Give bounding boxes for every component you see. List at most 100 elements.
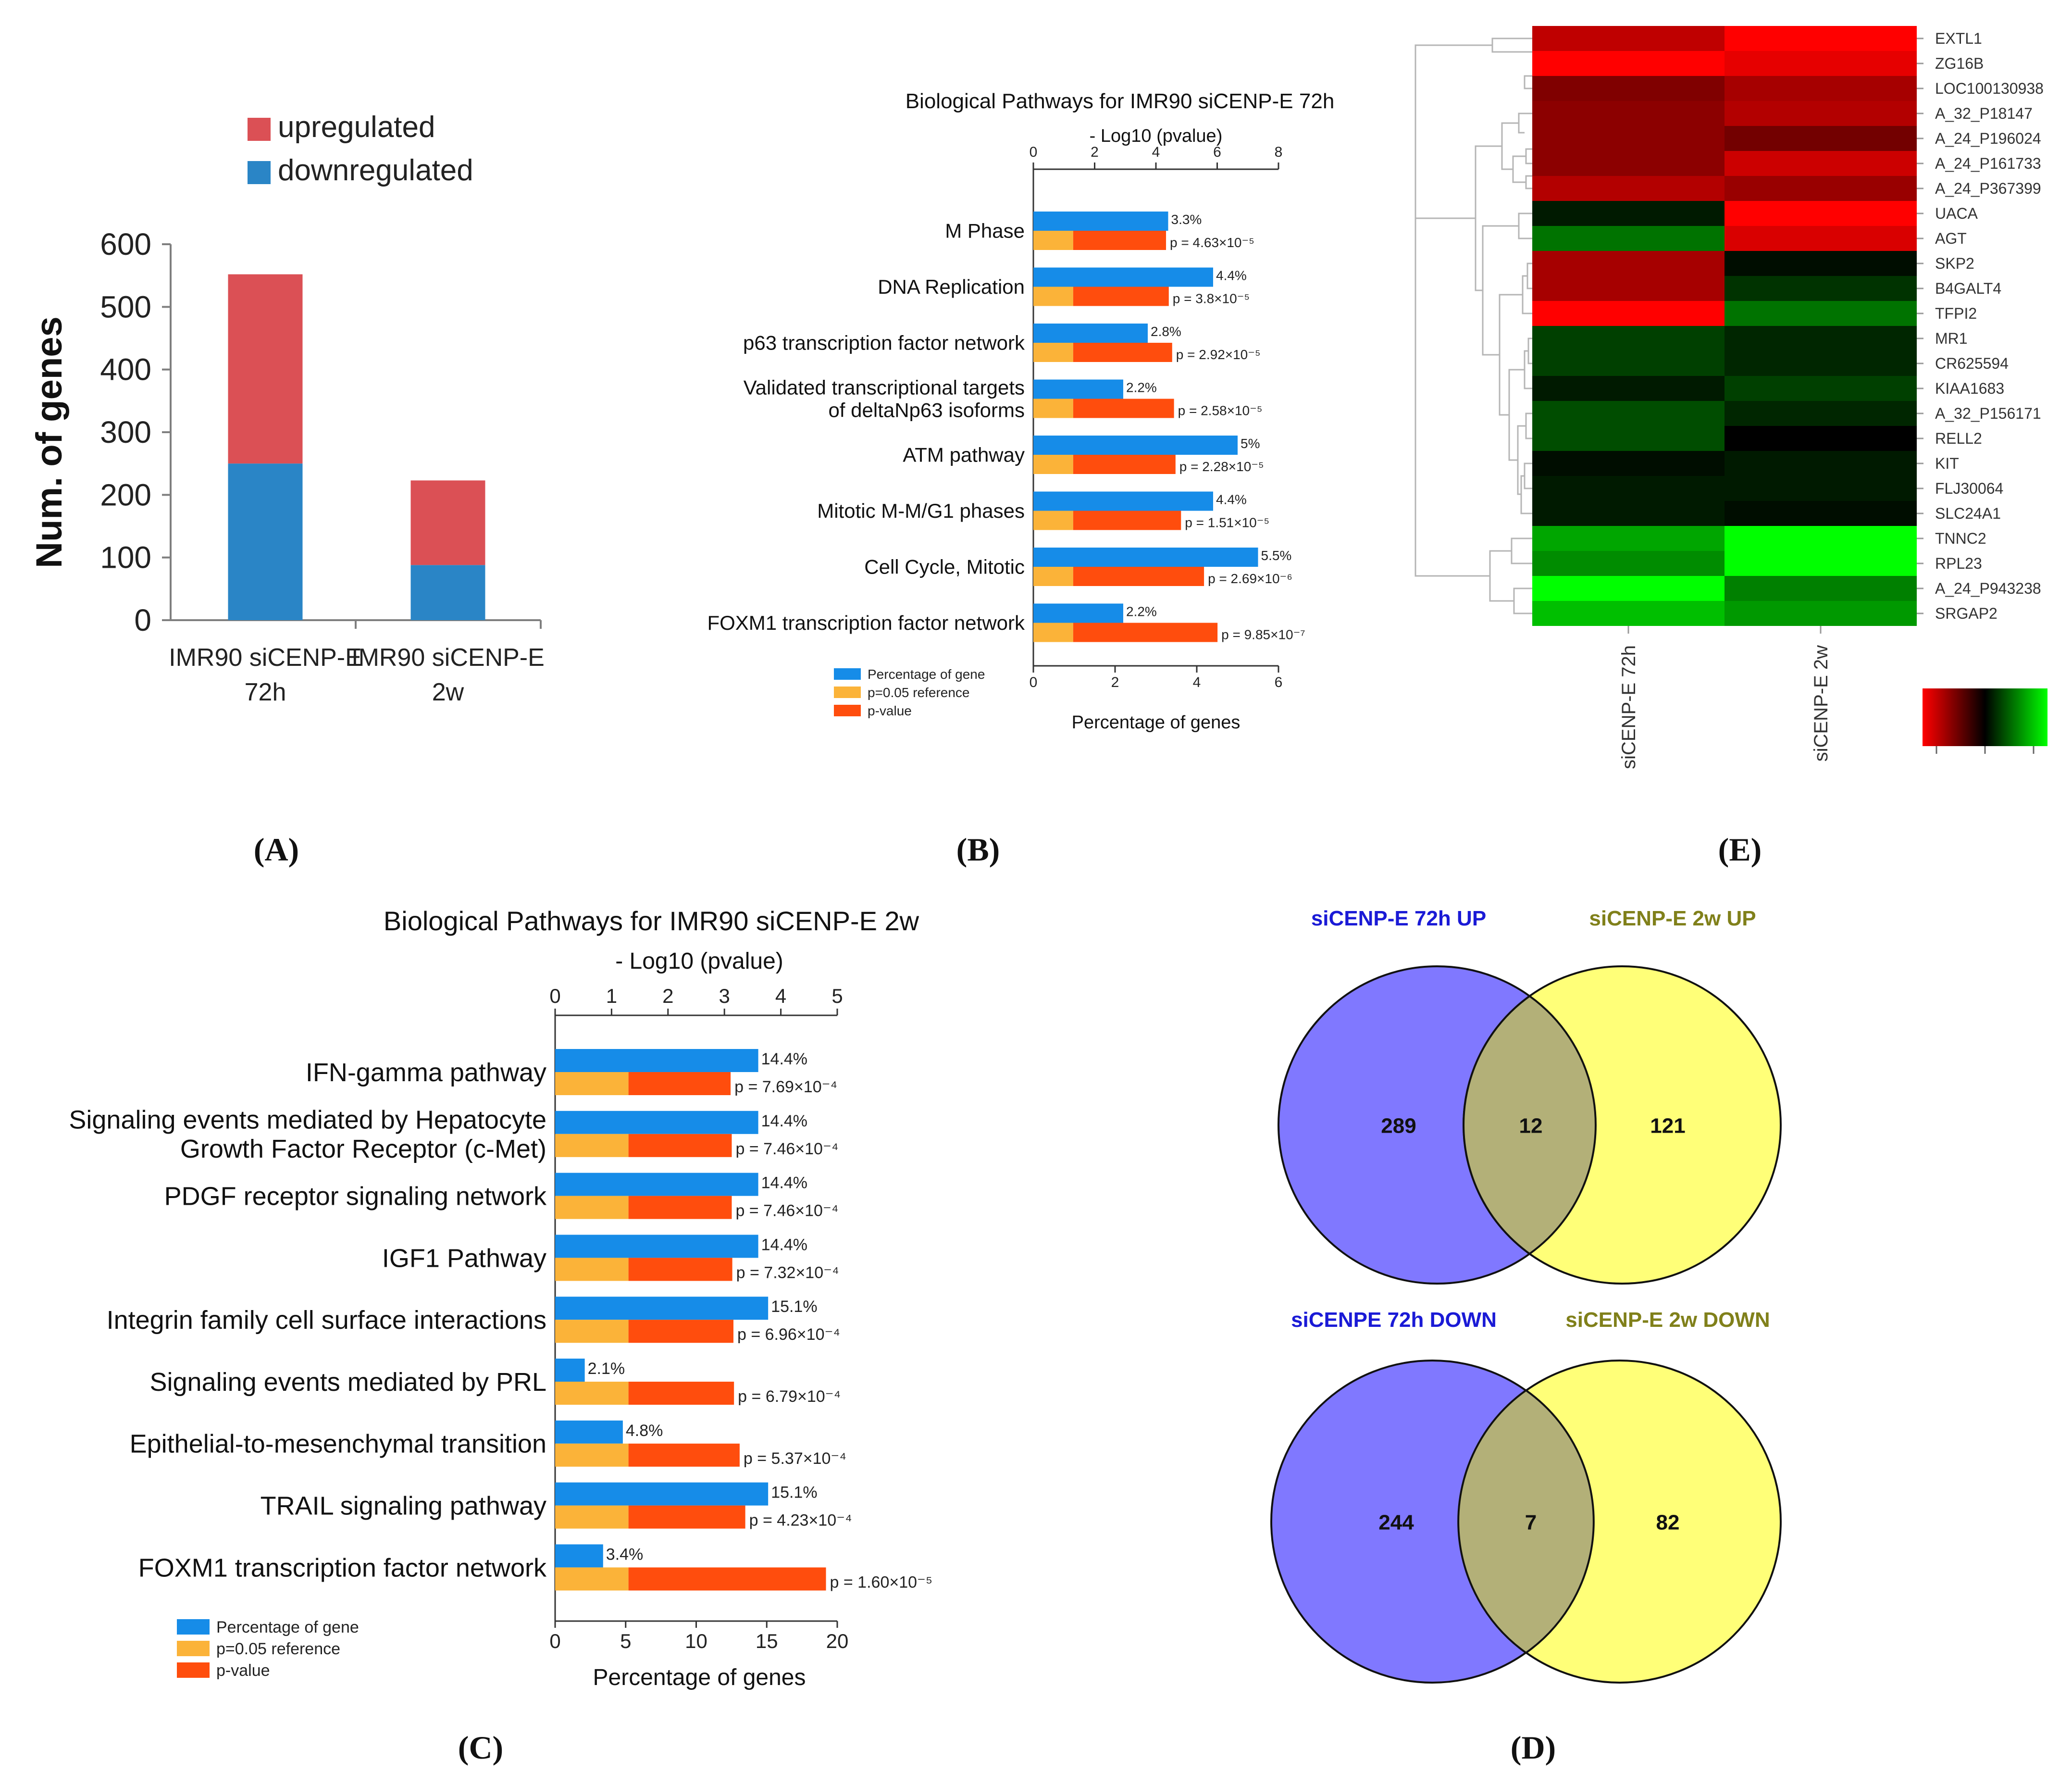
bar-percentage xyxy=(1033,324,1148,343)
heatmap-cell xyxy=(1532,401,1725,426)
bar-pvalue xyxy=(1073,343,1172,362)
category-label: FOXM1 transcription factor network xyxy=(707,612,1025,634)
category-label: Validated transcriptional targets xyxy=(744,376,1025,399)
bar-pvalue xyxy=(1073,567,1204,586)
heatmap-cell xyxy=(1532,276,1725,301)
pvalue-label: p = 4.63×10⁻⁵ xyxy=(1170,235,1254,250)
pvalue-label: p = 7.32×10⁻⁴ xyxy=(736,1263,839,1282)
gene-label: A_24_P367399 xyxy=(1935,180,2041,197)
venn-count-2w-up-only: 121 xyxy=(1650,1114,1685,1138)
bottom-tick-label: 4 xyxy=(1193,674,1201,690)
bar-percentage xyxy=(1033,212,1168,231)
panel-c-chart: Biological Pathways for IMR90 siCENP-E 2… xyxy=(69,906,932,1690)
heatmap-cell xyxy=(1532,326,1725,351)
y-tick-label: 300 xyxy=(100,415,151,449)
bar-pvalue xyxy=(628,1505,745,1529)
pvalue-label: p = 7.69×10⁻⁴ xyxy=(734,1078,837,1096)
y-axis-label: Num. of genes xyxy=(29,316,70,568)
heatmap-cell xyxy=(1725,251,1917,276)
bar-reference xyxy=(1033,511,1073,530)
category-label: Growth Factor Receptor (c-Met) xyxy=(180,1135,546,1163)
bar-pvalue xyxy=(1073,455,1176,474)
bar-pvalue xyxy=(628,1382,734,1405)
bar-reference xyxy=(555,1567,629,1591)
bar-downregulated xyxy=(410,565,485,620)
venn-diagram-up: siCENP-E 72h UP siCENP-E 2w UP 289 12 12… xyxy=(1278,907,1782,1285)
pvalue-label: p = 9.85×10⁻⁷ xyxy=(1221,627,1305,642)
bottom-axis-label: Percentage of genes xyxy=(1072,712,1241,733)
category-label: IFN-gamma pathway xyxy=(306,1058,546,1087)
color-scale-bar xyxy=(1923,688,2047,746)
x-category-label: 72h xyxy=(245,678,286,706)
column-label: siCENP-E 2w xyxy=(1811,645,1832,762)
category-label: p63 transcription factor network xyxy=(743,332,1025,354)
bar-percentage xyxy=(555,1049,758,1072)
gene-label: SLC24A1 xyxy=(1935,505,2001,522)
color-scale-ticks xyxy=(1936,746,2035,754)
heatmap-cell xyxy=(1532,151,1725,176)
bar-reference xyxy=(1033,399,1073,418)
heatmap-cell xyxy=(1532,476,1725,501)
bar-reference xyxy=(555,1258,629,1281)
bar-percentage xyxy=(555,1235,758,1258)
heatmap-cell xyxy=(1532,426,1725,451)
y-tick-label: 100 xyxy=(100,540,151,575)
venn-overlap-down xyxy=(1457,1389,1595,1654)
heatmap-cell xyxy=(1725,451,1917,476)
heatmap-cell xyxy=(1725,551,1917,576)
bar-reference xyxy=(555,1443,629,1467)
gene-label: A_32_P18147 xyxy=(1935,105,2033,122)
bottom-tick-label: 6 xyxy=(1275,674,1283,690)
gene-label: KIT xyxy=(1935,455,1959,472)
top-tick-label: 6 xyxy=(1213,144,1221,160)
pct-label: 2.2% xyxy=(1126,380,1157,395)
x-category-label: IMR90 siCENP-E xyxy=(351,644,545,672)
top-tick-label: 2 xyxy=(1091,144,1099,160)
gene-label: TNNC2 xyxy=(1935,530,1986,547)
legend-label-reference: p=0.05 reference xyxy=(216,1640,340,1658)
heatmap-cell xyxy=(1725,476,1917,501)
gene-label: SRGAP2 xyxy=(1935,605,1998,622)
pct-label: 15.1% xyxy=(771,1484,817,1502)
bar-reference xyxy=(555,1320,629,1343)
y-tick-label: 600 xyxy=(100,227,151,262)
pct-label: 4.4% xyxy=(1216,268,1247,283)
bar-percentage xyxy=(555,1111,758,1134)
bottom-tick-label: 0 xyxy=(1030,674,1038,690)
bar-reference xyxy=(555,1134,629,1157)
legend-swatch-pvalue xyxy=(177,1662,210,1678)
x-category-label: 2w xyxy=(432,678,464,706)
legend-label-percentage: Percentage of gene xyxy=(216,1618,359,1636)
bar-percentage xyxy=(1033,491,1213,511)
bar-upregulated xyxy=(410,480,485,565)
heatmap-cell xyxy=(1532,501,1725,526)
venn-label-72h-down: siCENPE 72h DOWN xyxy=(1291,1308,1497,1332)
pvalue-label: p = 6.96×10⁻⁴ xyxy=(737,1325,840,1344)
heatmap-cell xyxy=(1532,451,1725,476)
y-tick-label: 200 xyxy=(100,477,151,512)
panel-e-heatmap: EXTL1 ZG16B LOC100130938 A_32_P18147 A_24_P1… xyxy=(1414,26,2047,769)
pvalue-label: p = 5.37×10⁻⁴ xyxy=(744,1449,846,1468)
bottom-axis-label: Percentage of genes xyxy=(593,1665,806,1690)
venn-label-2w-up: siCENP-E 2w UP xyxy=(1589,907,1756,930)
category-label: FOXM1 transcription factor network xyxy=(138,1553,547,1582)
legend-label-percentage: Percentage of gene xyxy=(868,667,985,682)
gene-label: EXTL1 xyxy=(1935,30,1982,47)
heatmap-cell xyxy=(1532,551,1725,576)
legend-swatch-percentage xyxy=(834,668,861,680)
bar-percentage xyxy=(1033,436,1238,455)
heatmap-cell xyxy=(1725,351,1917,376)
pct-label: 5% xyxy=(1241,436,1260,451)
gene-label: UACA xyxy=(1935,205,1978,222)
legend-label-upregulated: upregulated xyxy=(278,111,435,144)
heatmap-cell xyxy=(1725,426,1917,451)
pvalue-label: p = 2.92×10⁻⁵ xyxy=(1176,347,1261,362)
bar-percentage xyxy=(555,1173,758,1196)
category-label: DNA Replication xyxy=(878,275,1025,298)
bar-percentage xyxy=(555,1482,769,1506)
heatmap-cell xyxy=(1725,76,1917,101)
panel-d-venn: siCENP-E 72h UP siCENP-E 2w UP 289 12 12… xyxy=(1270,907,1782,1684)
bar-pvalue xyxy=(1073,623,1218,642)
category-label: Mitotic M-M/G1 phases xyxy=(817,499,1025,522)
heatmap-cell xyxy=(1725,501,1917,526)
